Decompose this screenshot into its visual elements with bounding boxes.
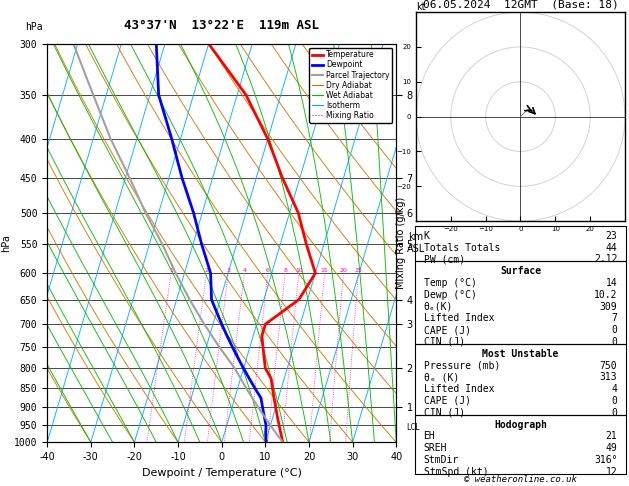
Text: Lifted Index: Lifted Index (423, 384, 494, 394)
Y-axis label: hPa: hPa (1, 234, 11, 252)
Text: 2: 2 (204, 268, 208, 273)
Text: 1: 1 (169, 268, 173, 273)
Bar (415, 226, 626, 261)
Text: K: K (423, 231, 430, 241)
Bar (415, 344, 626, 415)
Text: 6: 6 (266, 268, 270, 273)
Text: 12: 12 (606, 467, 618, 477)
Y-axis label: km
ASL: km ASL (406, 232, 425, 254)
Text: 0: 0 (611, 337, 618, 347)
Text: 06.05.2024  12GMT  (Base: 18): 06.05.2024 12GMT (Base: 18) (423, 0, 618, 10)
Text: 309: 309 (600, 301, 618, 312)
Text: 2.12: 2.12 (594, 254, 618, 264)
Text: 44: 44 (606, 243, 618, 253)
Text: Temp (°C): Temp (°C) (423, 278, 476, 288)
Text: PW (cm): PW (cm) (423, 254, 465, 264)
Text: CIN (J): CIN (J) (423, 337, 465, 347)
Text: Hodograph: Hodograph (494, 419, 547, 430)
Bar (415, 415, 626, 474)
Text: 14: 14 (606, 278, 618, 288)
Text: 4: 4 (242, 268, 247, 273)
Text: Pressure (mb): Pressure (mb) (423, 361, 500, 370)
Text: LCL: LCL (406, 422, 420, 432)
Text: 20: 20 (340, 268, 347, 273)
Text: 7: 7 (611, 313, 618, 323)
Text: 4: 4 (611, 384, 618, 394)
Text: 313: 313 (600, 372, 618, 382)
Text: 316°: 316° (594, 455, 618, 465)
Text: Most Unstable: Most Unstable (482, 349, 559, 359)
Text: CAPE (J): CAPE (J) (423, 325, 470, 335)
Text: Lifted Index: Lifted Index (423, 313, 494, 323)
Text: 3: 3 (226, 268, 230, 273)
Bar (415, 261, 626, 344)
Text: hPa: hPa (25, 22, 43, 32)
Text: kt: kt (416, 2, 425, 12)
Text: 750: 750 (600, 361, 618, 370)
Text: StmDir: StmDir (423, 455, 459, 465)
Text: 25: 25 (355, 268, 362, 273)
Text: EH: EH (423, 432, 435, 441)
Text: 0: 0 (611, 396, 618, 406)
Legend: Temperature, Dewpoint, Parcel Trajectory, Dry Adiabat, Wet Adiabat, Isotherm, Mi: Temperature, Dewpoint, Parcel Trajectory… (309, 48, 392, 123)
Text: SREH: SREH (423, 443, 447, 453)
X-axis label: Dewpoint / Temperature (°C): Dewpoint / Temperature (°C) (142, 468, 302, 478)
Text: θₑ (K): θₑ (K) (423, 372, 459, 382)
Text: CIN (J): CIN (J) (423, 408, 465, 418)
Text: 23: 23 (606, 231, 618, 241)
Text: Totals Totals: Totals Totals (423, 243, 500, 253)
Text: Surface: Surface (500, 266, 541, 276)
Text: Dewp (°C): Dewp (°C) (423, 290, 476, 300)
Text: 0: 0 (611, 408, 618, 418)
Text: θₑ(K): θₑ(K) (423, 301, 453, 312)
Text: 21: 21 (606, 432, 618, 441)
Text: StmSpd (kt): StmSpd (kt) (423, 467, 488, 477)
Text: 0: 0 (611, 325, 618, 335)
Text: © weatheronline.co.uk: © weatheronline.co.uk (464, 474, 577, 484)
Text: 43°37'N  13°22'E  119m ASL: 43°37'N 13°22'E 119m ASL (124, 19, 320, 32)
Text: 49: 49 (606, 443, 618, 453)
Text: Mixing Ratio (g/kg): Mixing Ratio (g/kg) (396, 197, 406, 289)
Text: 10: 10 (295, 268, 303, 273)
Text: 8: 8 (283, 268, 287, 273)
Text: CAPE (J): CAPE (J) (423, 396, 470, 406)
Text: 10.2: 10.2 (594, 290, 618, 300)
Text: 15: 15 (321, 268, 328, 273)
